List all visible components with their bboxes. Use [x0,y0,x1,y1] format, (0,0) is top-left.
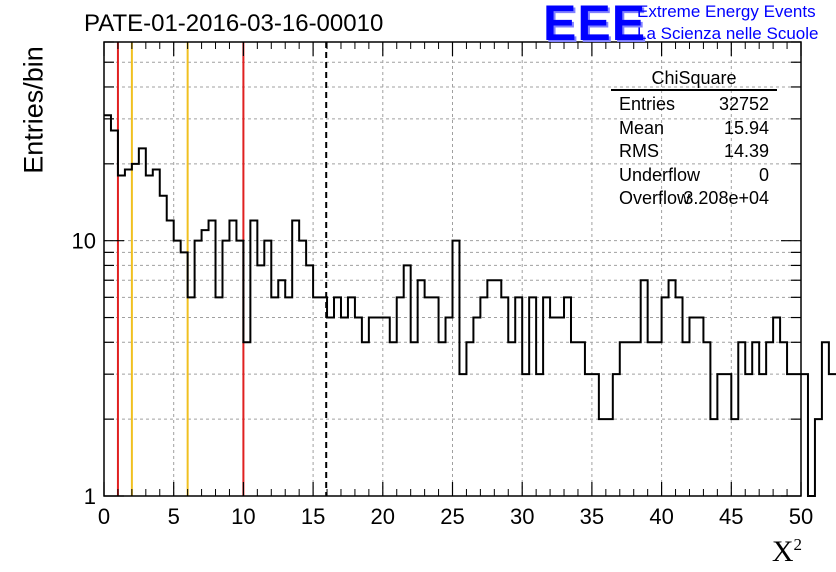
stats-label: Overflow [619,188,691,208]
stats-value: 0 [758,164,769,185]
histogram-series [104,114,836,497]
stats-value: 15.94 [723,117,769,138]
y-tick-label: 1 [84,484,96,509]
y-tick-label: 10 [72,229,96,254]
x-axis-label-superscript: 2 [793,535,803,554]
logo-line-2: La Scienza nelle Scuole [637,24,819,43]
x-tick-label: 45 [719,504,743,529]
x-axis-label-base: X [771,535,794,568]
stats-row-underflow: Underflow 0 [611,164,777,188]
stats-row-overflow: Overflow 3.208e+04 [611,187,777,211]
x-tick-label: 35 [580,504,604,529]
stats-value: 3.208e+04 [683,188,769,208]
stats-row-mean: Mean 15.94 [611,117,777,141]
eee-logo-mark: EEE [543,0,647,51]
chart-title: PATE-01-2016-03-16-00010 [84,10,384,37]
stats-row-entries: Entries 32752 [611,93,777,117]
x-tick-label: 5 [168,504,180,529]
x-tick-label: 50 [789,504,813,529]
stats-value: 14.39 [723,141,769,161]
histogram-line [104,114,836,497]
stats-label: Mean [619,117,665,138]
stats-label: RMS [619,141,659,161]
stats-row-rms: RMS 14.39 [611,140,777,164]
stats-label: Underflow [619,164,701,185]
tick-labels: 0 5 10 15 20 25 30 35 40 45 50 1 10 [72,229,814,529]
x-axis-label: X2 [772,535,802,569]
stats-value: 32752 [718,94,769,114]
logo-line-1: Extreme Energy Events [637,2,816,21]
x-tick-label: 40 [649,504,673,529]
axis-ticks [103,41,802,497]
x-tick-label: 30 [510,504,534,529]
x-tick-label: 10 [231,504,255,529]
x-tick-label: 0 [98,504,110,529]
stats-box-title: ChiSquare [611,67,777,91]
stats-box: ChiSquare Entries 32752 Mean 15.94 RMS 1… [611,67,777,211]
y-axis-label: Entries/bin [18,46,49,174]
x-tick-label: 15 [301,504,325,529]
stats-label: Entries [619,94,676,114]
x-tick-label: 20 [371,504,395,529]
x-tick-label: 25 [440,504,464,529]
